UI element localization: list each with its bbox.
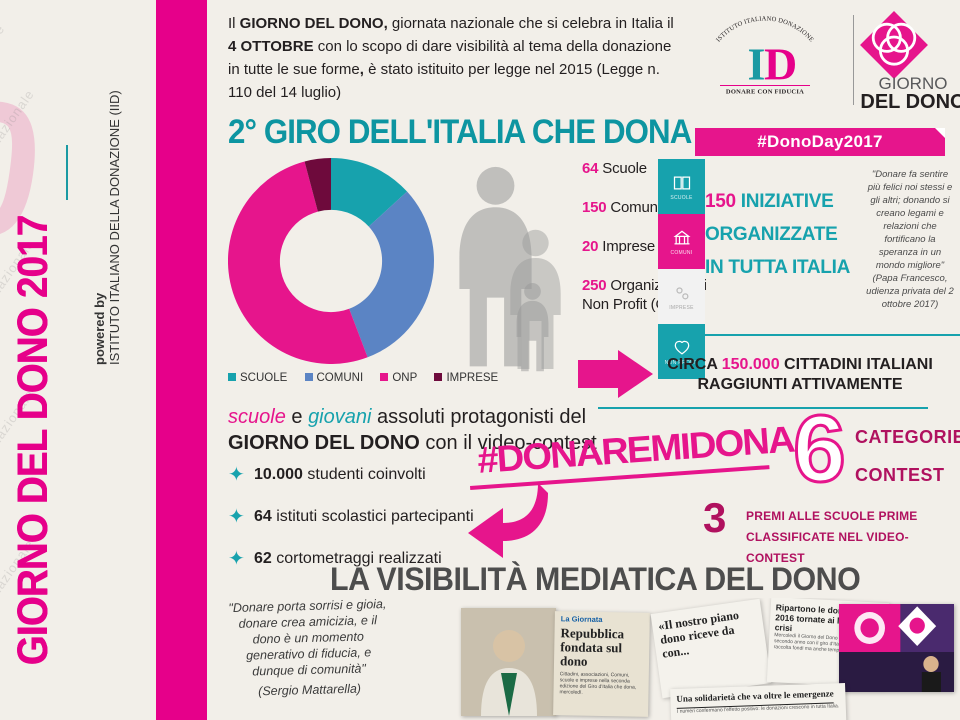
svg-text:I: I: [748, 39, 766, 90]
svg-text:D: D: [764, 39, 797, 90]
svg-text:DONARE CON FIDUCIA: DONARE CON FIDUCIA: [726, 89, 804, 96]
